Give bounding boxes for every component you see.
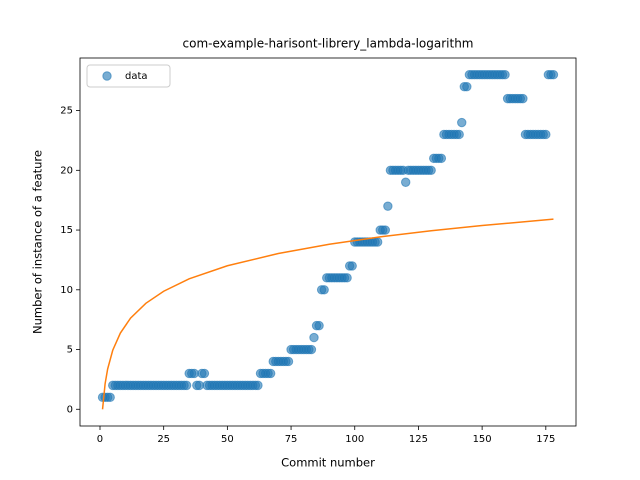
data-point	[518, 93, 528, 104]
data-point	[347, 261, 357, 271]
data-point	[309, 332, 319, 343]
y-axis-label: Number of instance of a feature	[31, 150, 45, 334]
x-tick-label: 125	[409, 434, 428, 445]
y-tick-label: 25	[60, 106, 73, 117]
plot-frame	[79, 57, 577, 427]
data-point	[306, 344, 317, 355]
data-point	[319, 285, 329, 295]
data-point	[105, 392, 115, 403]
data-point	[541, 129, 551, 140]
data-point	[265, 368, 276, 379]
data-point	[372, 237, 383, 247]
x-tick-label: 0	[97, 434, 103, 445]
x-tick-label: 100	[345, 434, 364, 445]
y-tick-label: 20	[60, 165, 73, 176]
data-point	[454, 129, 464, 140]
x-tick-label: 50	[221, 434, 234, 445]
data-point	[462, 81, 472, 92]
data-point	[380, 225, 391, 235]
data-point	[500, 70, 510, 80]
fit-line	[101, 218, 554, 410]
y-tick-label: 10	[60, 285, 73, 296]
data-point	[436, 153, 447, 164]
data-point	[283, 356, 294, 367]
data-point	[342, 273, 352, 283]
x-tick-label: 75	[285, 434, 298, 445]
legend-label: data	[125, 71, 148, 82]
data-point	[457, 117, 467, 128]
data-point	[189, 368, 199, 379]
data-point	[400, 177, 411, 187]
y-tick-label: 0	[67, 404, 73, 415]
data-point	[426, 165, 436, 176]
data-point	[383, 201, 393, 211]
chart-title: com-example-harisont-librery_lambda-loga…	[183, 37, 474, 51]
y-tick-label: 15	[60, 225, 73, 236]
data-point	[253, 380, 263, 391]
data-point	[181, 380, 192, 391]
data-point	[194, 380, 205, 391]
x-tick-label: 25	[157, 434, 170, 445]
data-point	[199, 368, 210, 379]
legend-marker	[102, 71, 112, 81]
data-point	[548, 70, 559, 80]
x-tick-label: 150	[473, 434, 492, 445]
legend-box	[86, 64, 171, 88]
x-tick-label: 175	[536, 434, 555, 445]
y-tick-label: 5	[67, 345, 73, 356]
x-axis-label: Commit number	[281, 456, 375, 470]
data-point	[314, 320, 324, 331]
